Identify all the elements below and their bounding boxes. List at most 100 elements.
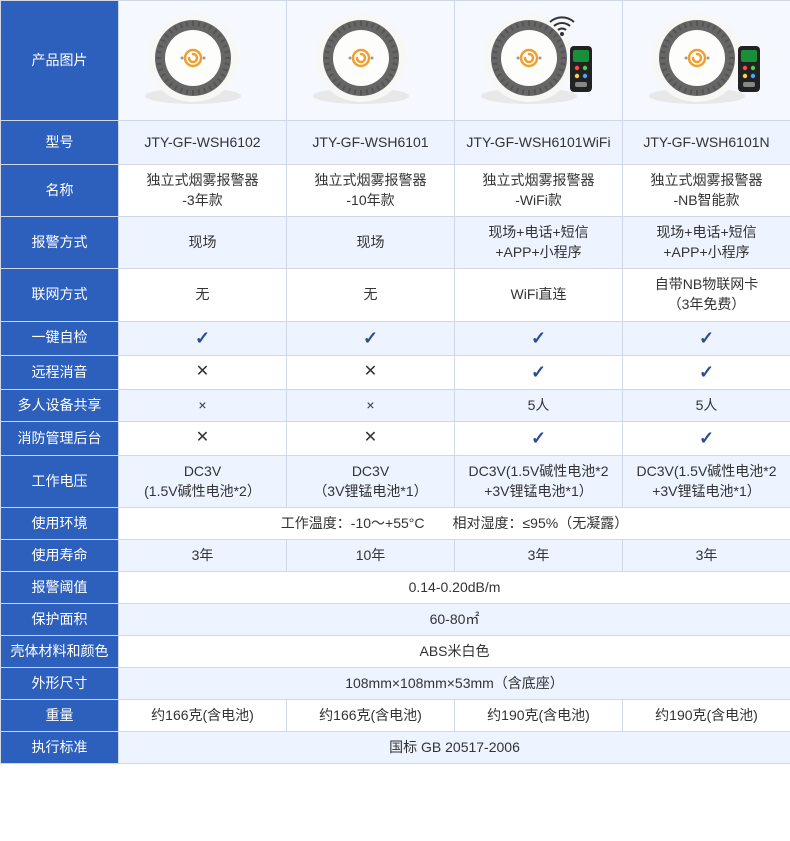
- cell-fire-0: [119, 421, 287, 455]
- cell-life-1: 10年: [287, 540, 455, 572]
- cell-net-0: 无: [119, 269, 287, 321]
- row-dimensions: 外形尺寸 108mm×108mm×53mm（含底座）: [1, 668, 790, 700]
- cell-net-3: 自带NB物联网卡（3年免费）: [623, 269, 790, 321]
- row-weight: 重量 约166克(含电池) 约166克(含电池) 约190克(含电池) 约190…: [1, 700, 790, 732]
- label-fire-mgmt: 消防管理后台: [1, 421, 119, 455]
- cell-material: ABS米白色: [119, 636, 790, 668]
- check-icon: [531, 365, 546, 381]
- check-icon: [699, 431, 714, 447]
- row-lifespan: 使用寿命 3年 10年 3年 3年: [1, 540, 790, 572]
- row-name: 名称 独立式烟雾报警器-3年款 独立式烟雾报警器-10年款 独立式烟雾报警器-W…: [1, 165, 790, 217]
- cell-volt-3: DC3V(1.5V碱性电池*2+3V锂锰电池*1）: [623, 456, 790, 508]
- row-area: 保护面积 60-80㎡: [1, 604, 790, 636]
- cell-area: 60-80㎡: [119, 604, 790, 636]
- cell-model-3: JTY-GF-WSH6101N: [623, 121, 790, 165]
- row-threshold: 报警阈值 0.14-0.20dB/m: [1, 572, 790, 604]
- cell-life-0: 3年: [119, 540, 287, 572]
- row-environment: 使用环境 工作温度：-10～+55°C 相对湿度：≤95%（无凝露）: [1, 508, 790, 540]
- cell-share-3: 5人: [623, 389, 790, 421]
- cell-selfcheck-1: [287, 321, 455, 355]
- cross-icon: [364, 429, 377, 445]
- cell-net-1: 无: [287, 269, 455, 321]
- row-material: 壳体材料和颜色 ABS米白色: [1, 636, 790, 668]
- product-comparison-table: 产品图片 型号 JTY-GF-WSH6102 JTY-GF-WSH6101 JT…: [0, 0, 790, 764]
- check-icon: [699, 331, 714, 347]
- row-model: 型号 JTY-GF-WSH6102 JTY-GF-WSH6101 JTY-GF-…: [1, 121, 790, 165]
- cell-fire-2: [455, 421, 623, 455]
- cell-alarm-2: 现场+电话+短信+APP+小程序: [455, 217, 623, 269]
- check-icon: [699, 365, 714, 381]
- cell-net-2: WiFi直连: [455, 269, 623, 321]
- check-icon: [531, 331, 546, 347]
- label-remote-mute: 远程消音: [1, 355, 119, 389]
- label-model: 型号: [1, 121, 119, 165]
- row-multi-share: 多人设备共享 × × 5人 5人: [1, 389, 790, 421]
- cell-volt-2: DC3V(1.5V碱性电池*2+3V锂锰电池*1）: [455, 456, 623, 508]
- label-environment: 使用环境: [1, 508, 119, 540]
- check-icon: [195, 331, 210, 347]
- cell-image-0: [119, 1, 287, 121]
- cell-environment: 工作温度：-10～+55°C 相对湿度：≤95%（无凝露）: [119, 508, 790, 540]
- label-area: 保护面积: [1, 604, 119, 636]
- label-alarm-mode: 报警方式: [1, 217, 119, 269]
- product-image-icon: [306, 8, 436, 108]
- label-standard: 执行标准: [1, 732, 119, 764]
- row-voltage: 工作电压 DC3V(1.5V碱性电池*2） DC3V（3V锂锰电池*1） DC3…: [1, 456, 790, 508]
- cross-icon: [196, 363, 209, 379]
- cell-share-1: ×: [287, 389, 455, 421]
- label-multi-share: 多人设备共享: [1, 389, 119, 421]
- product-image-icon: [642, 8, 772, 108]
- cell-volt-0: DC3V(1.5V碱性电池*2）: [119, 456, 287, 508]
- row-fire-mgmt: 消防管理后台: [1, 421, 790, 455]
- check-icon: [363, 331, 378, 347]
- cell-weight-1: 约166克(含电池): [287, 700, 455, 732]
- cell-image-2: [455, 1, 623, 121]
- row-alarm-mode: 报警方式 现场 现场 现场+电话+短信+APP+小程序 现场+电话+短信+APP…: [1, 217, 790, 269]
- label-threshold: 报警阈值: [1, 572, 119, 604]
- cell-image-1: [287, 1, 455, 121]
- cell-share-0: ×: [119, 389, 287, 421]
- label-name: 名称: [1, 165, 119, 217]
- cell-weight-2: 约190克(含电池): [455, 700, 623, 732]
- cell-image-3: [623, 1, 790, 121]
- cross-icon: [196, 429, 209, 445]
- check-icon: [531, 431, 546, 447]
- cell-mute-1: [287, 355, 455, 389]
- cell-selfcheck-2: [455, 321, 623, 355]
- label-self-check: 一键自检: [1, 321, 119, 355]
- cell-name-3: 独立式烟雾报警器-NB智能款: [623, 165, 790, 217]
- cross-icon: [364, 363, 377, 379]
- cell-fire-3: [623, 421, 790, 455]
- cell-life-3: 3年: [623, 540, 790, 572]
- row-product-image: 产品图片: [1, 1, 790, 121]
- row-remote-mute: 远程消音: [1, 355, 790, 389]
- label-image: 产品图片: [1, 1, 119, 121]
- cell-weight-0: 约166克(含电池): [119, 700, 287, 732]
- cell-mute-3: [623, 355, 790, 389]
- cell-alarm-3: 现场+电话+短信+APP+小程序: [623, 217, 790, 269]
- cell-selfcheck-3: [623, 321, 790, 355]
- cell-name-0: 独立式烟雾报警器-3年款: [119, 165, 287, 217]
- cell-life-2: 3年: [455, 540, 623, 572]
- label-material: 壳体材料和颜色: [1, 636, 119, 668]
- cell-threshold: 0.14-0.20dB/m: [119, 572, 790, 604]
- cell-model-2: JTY-GF-WSH6101WiFi: [455, 121, 623, 165]
- cell-mute-0: [119, 355, 287, 389]
- cell-volt-1: DC3V（3V锂锰电池*1）: [287, 456, 455, 508]
- cell-alarm-1: 现场: [287, 217, 455, 269]
- label-lifespan: 使用寿命: [1, 540, 119, 572]
- product-image-icon: [474, 8, 604, 108]
- row-network: 联网方式 无 无 WiFi直连 自带NB物联网卡（3年免费）: [1, 269, 790, 321]
- cell-name-2: 独立式烟雾报警器-WiFi款: [455, 165, 623, 217]
- label-weight: 重量: [1, 700, 119, 732]
- cell-model-1: JTY-GF-WSH6101: [287, 121, 455, 165]
- product-image-icon: [138, 8, 268, 108]
- label-network: 联网方式: [1, 269, 119, 321]
- cell-alarm-0: 现场: [119, 217, 287, 269]
- label-voltage: 工作电压: [1, 456, 119, 508]
- cell-name-1: 独立式烟雾报警器-10年款: [287, 165, 455, 217]
- cell-selfcheck-0: [119, 321, 287, 355]
- label-dimensions: 外形尺寸: [1, 668, 119, 700]
- cell-weight-3: 约190克(含电池): [623, 700, 790, 732]
- row-self-check: 一键自检: [1, 321, 790, 355]
